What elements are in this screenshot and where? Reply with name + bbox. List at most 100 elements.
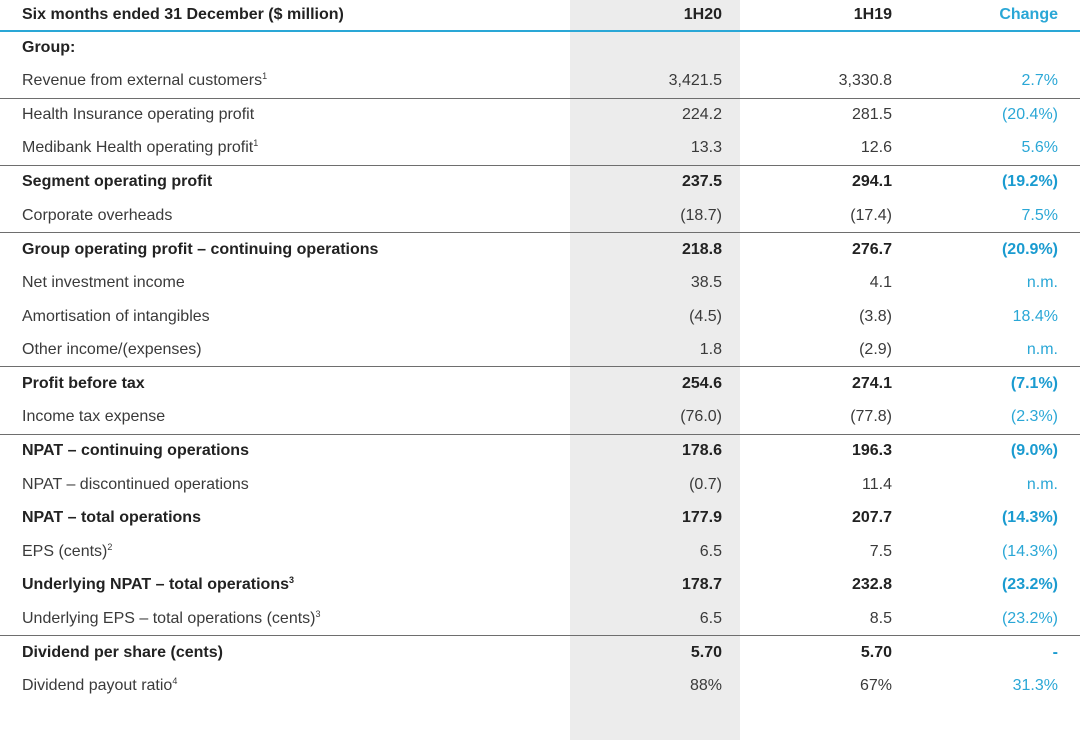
value-1h20: (76.0) <box>680 408 722 426</box>
value-1h20: 218.8 <box>570 232 740 267</box>
financial-summary-table: Six months ended 31 December ($ million)… <box>0 0 1080 703</box>
header-label: Six months ended 31 December ($ million) <box>0 0 570 32</box>
value-1h19: 4.1 <box>869 273 892 291</box>
row-label: Corporate overheads <box>0 199 570 233</box>
value-1h20 <box>570 31 740 65</box>
value-1h19: 5.70 <box>740 635 910 670</box>
value-1h19: 8.5 <box>869 609 892 627</box>
table-row: Underlying EPS – total operations (cents… <box>0 602 1080 636</box>
row-label-text: Medibank Health operating profit <box>22 139 254 157</box>
row-label: Dividend payout ratio4 <box>0 669 570 703</box>
row-label-text: Dividend payout ratio <box>22 677 173 695</box>
row-label-text: Group: <box>22 39 76 57</box>
value-1h20: 178.7 <box>681 576 722 594</box>
value-change: 18.4% <box>1012 307 1058 325</box>
row-label: Underlying EPS – total operations (cents… <box>0 602 570 636</box>
value-1h19: 274.1 <box>740 366 910 401</box>
value-change: 2.7% <box>1021 72 1058 90</box>
table-row: Dividend payout ratio4 88% 67% 31.3% <box>0 669 1080 703</box>
row-label: Revenue from external customers1 <box>0 65 570 99</box>
value-change: (19.2%) <box>910 164 1080 199</box>
value-1h19: (3.8) <box>859 307 892 325</box>
value-change: (9.0%) <box>910 433 1080 468</box>
table-row: Other income/(expenses) 1.8 (2.9) n.m. <box>0 333 1080 367</box>
row-label-text: Amortisation of intangibles <box>22 307 210 325</box>
value-1h20: 237.5 <box>570 164 740 199</box>
row-label-text: Underlying NPAT – total operations <box>22 576 289 594</box>
row-label-text: Corporate overheads <box>22 206 173 224</box>
value-change: (14.3%) <box>1001 509 1058 527</box>
row-label: NPAT – discontinued operations <box>0 468 570 502</box>
value-change: (14.3%) <box>1001 542 1058 560</box>
table-row: Underlying NPAT – total operations3 178.7… <box>0 569 1080 603</box>
row-label-text: Dividend per share (cents) <box>22 643 223 661</box>
table-row: Dividend per share (cents) 5.70 5.70- <box>0 635 1080 670</box>
value-1h20: (0.7) <box>689 475 722 493</box>
row-label-text: EPS (cents) <box>22 542 108 560</box>
row-label: Group operating profit – continuing oper… <box>0 232 570 267</box>
value-1h19: 7.5 <box>869 542 892 560</box>
row-label: NPAT – total operations <box>0 501 570 535</box>
value-1h20: 178.6 <box>570 433 740 468</box>
row-label: Underlying NPAT – total operations3 <box>0 569 570 603</box>
value-1h19: (77.8) <box>850 408 892 426</box>
table-row: NPAT – continuing operations 178.6 196.3 (9… <box>0 433 1080 468</box>
value-change <box>910 31 1080 65</box>
row-label: Dividend per share (cents) <box>0 635 570 670</box>
value-change: (20.9%) <box>910 232 1080 267</box>
header-change: Change <box>910 0 1080 32</box>
table-row: Group operating profit – continuing oper… <box>0 232 1080 267</box>
value-1h19: (17.4) <box>850 206 892 224</box>
table-header-row: Six months ended 31 December ($ million)… <box>0 0 1080 32</box>
table-body: Group: Revenue from external customers1 3,… <box>0 31 1080 703</box>
header-1h20: 1H20 <box>570 0 740 32</box>
value-change: (20.4%) <box>910 97 1080 132</box>
value-1h19: 67% <box>859 677 892 695</box>
table-row: Profit before tax 254.6 274.1 (7.1%) <box>0 366 1080 401</box>
row-label-text: Income tax expense <box>22 408 166 426</box>
table-row: Net investment income 38.5 4.1 n.m. <box>0 266 1080 300</box>
value-change: 31.3% <box>1012 677 1058 695</box>
value-1h19: 207.7 <box>851 509 892 527</box>
value-1h19: 281.5 <box>740 97 910 132</box>
row-label-text: NPAT – continuing operations <box>22 442 249 460</box>
row-label-text: Health Insurance operating profit <box>22 106 255 124</box>
footnote-marker: 2 <box>107 541 113 552</box>
row-label: Other income/(expenses) <box>0 333 570 367</box>
value-1h20: 6.5 <box>699 542 722 560</box>
value-1h19 <box>740 31 910 65</box>
footnote-marker: 1 <box>262 71 268 82</box>
table-row: EPS (cents)2 6.5 7.5 (14.3%) <box>0 535 1080 569</box>
footnote-marker: 3 <box>288 575 294 586</box>
value-1h19: (2.9) <box>859 340 892 358</box>
value-change: n.m. <box>1026 340 1058 358</box>
table-row: Revenue from external customers1 3,421.5 3… <box>0 65 1080 99</box>
value-1h20: 254.6 <box>570 366 740 401</box>
row-label: Health Insurance operating profit <box>0 97 570 132</box>
table-row: Medibank Health operating profit1 13.3 12.… <box>0 132 1080 166</box>
value-1h19: 3,330.8 <box>838 72 892 90</box>
row-label: Group: <box>0 31 570 65</box>
row-label-text: Underlying EPS – total operations (cents… <box>22 609 316 627</box>
value-1h20: 38.5 <box>690 273 722 291</box>
row-label: Segment operating profit <box>0 164 570 199</box>
table-row: NPAT – discontinued operations (0.7) 11.4 n… <box>0 468 1080 502</box>
table-row: Corporate overheads (18.7) (17.4) 7.5% <box>0 199 1080 233</box>
row-label-text: NPAT – discontinued operations <box>22 475 249 493</box>
table-row: Amortisation of intangibles (4.5) (3.8) 18.… <box>0 300 1080 334</box>
footnote-marker: 4 <box>172 676 178 687</box>
table-row: Health Insurance operating profit 224.2 28… <box>0 97 1080 132</box>
value-change: (23.2%) <box>1001 576 1058 594</box>
row-label: Income tax expense <box>0 401 570 435</box>
value-1h20: 1.8 <box>699 340 722 358</box>
row-label-text: Revenue from external customers <box>22 72 263 90</box>
row-label: Profit before tax <box>0 366 570 401</box>
row-label-text: Net investment income <box>22 273 185 291</box>
value-1h20: 6.5 <box>699 609 722 627</box>
table-row: Segment operating profit 237.5 294.1 (19.2%… <box>0 164 1080 199</box>
value-1h20: 5.70 <box>570 635 740 670</box>
value-1h20: 13.3 <box>690 139 722 157</box>
value-1h19: 196.3 <box>740 433 910 468</box>
row-label: Medibank Health operating profit1 <box>0 132 570 166</box>
header-1h19: 1H19 <box>740 0 910 32</box>
